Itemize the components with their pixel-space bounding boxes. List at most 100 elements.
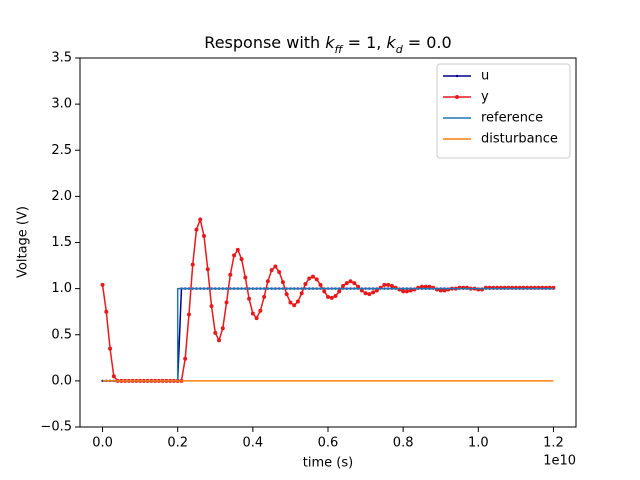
x-tick-label: 0.8	[393, 436, 414, 451]
data-point	[419, 284, 424, 289]
data-point	[303, 282, 308, 287]
x-tick-label: 0.0	[92, 436, 113, 451]
data-point	[262, 294, 267, 299]
data-point	[442, 288, 447, 293]
title-part: = 1,	[342, 33, 386, 52]
data-point	[367, 292, 372, 297]
y-tick-label: 0.0	[51, 373, 72, 388]
data-point	[273, 264, 278, 269]
title-part: ff	[335, 43, 344, 56]
data-point	[356, 284, 361, 289]
data-point	[239, 257, 244, 262]
data-point	[284, 292, 289, 297]
data-point	[108, 346, 113, 351]
legend-label: reference	[481, 111, 543, 126]
legend-marker	[455, 95, 459, 99]
data-point	[220, 326, 225, 331]
data-point	[265, 279, 270, 284]
data-point	[247, 296, 252, 301]
data-point	[254, 316, 259, 321]
data-point	[250, 311, 255, 316]
data-point	[100, 282, 105, 287]
data-point	[205, 267, 210, 272]
data-point	[423, 284, 428, 289]
data-point	[363, 291, 368, 296]
data-point	[104, 309, 109, 314]
data-point	[232, 253, 237, 258]
x-tick-label: 0.2	[167, 436, 188, 451]
data-point	[314, 277, 319, 282]
data-point	[288, 300, 293, 305]
y-axis-label: Voltage (V)	[16, 206, 31, 278]
data-point	[243, 275, 248, 280]
data-point	[352, 281, 357, 286]
data-point	[382, 282, 387, 287]
y-tick-label: 2.0	[51, 189, 72, 204]
data-point	[280, 280, 285, 285]
x-tick-label: 1.2	[543, 436, 564, 451]
data-point	[228, 272, 233, 277]
y-tick-label: 3.0	[51, 97, 72, 112]
legend-label: y	[481, 90, 489, 105]
data-point	[333, 294, 338, 299]
x-tick-label: 0.4	[243, 436, 264, 451]
title-part: Response with	[204, 33, 325, 52]
data-point	[310, 274, 315, 279]
plot-frame	[79, 57, 577, 428]
data-point	[344, 281, 349, 286]
y-tick-label: 3.5	[51, 51, 72, 66]
data-point	[371, 290, 376, 295]
title-part: k	[325, 33, 335, 52]
data-point	[348, 279, 353, 284]
legend-label: disturbance	[481, 132, 558, 147]
data-point	[295, 299, 300, 304]
data-point	[217, 338, 222, 343]
data-point	[209, 304, 214, 309]
legend-label: u	[481, 69, 489, 84]
x-tick-label: 0.6	[318, 436, 339, 451]
y-tick-label: 1.5	[51, 235, 72, 250]
data-point	[341, 283, 346, 288]
title-part: d	[396, 43, 404, 56]
data-point	[389, 283, 394, 288]
y-tick-label: 2.5	[51, 143, 72, 158]
title-part: = 0.0	[403, 33, 452, 52]
data-point	[404, 289, 409, 294]
data-point	[386, 282, 391, 287]
data-point	[190, 262, 195, 267]
data-point	[438, 288, 443, 293]
legend-marker	[455, 74, 459, 78]
data-point	[408, 288, 413, 293]
legend-box	[436, 63, 571, 159]
data-point	[235, 247, 240, 252]
data-point	[307, 276, 312, 281]
y-tick-label: 1.0	[51, 281, 72, 296]
data-point	[337, 289, 342, 294]
data-point	[318, 282, 323, 287]
data-point	[292, 303, 297, 308]
data-point	[194, 227, 199, 232]
data-point	[322, 289, 327, 294]
y-tick-label: 0.5	[51, 327, 72, 342]
y-tick-label: −0.5	[40, 420, 72, 435]
data-point	[258, 308, 263, 313]
data-point	[269, 268, 274, 273]
chart-title: Response with kff = 1, kd = 0.0	[204, 33, 451, 56]
data-point	[401, 289, 406, 294]
x-offset-label: 1e10	[543, 454, 576, 469]
data-point	[374, 288, 379, 293]
data-point	[111, 374, 116, 379]
data-point	[202, 234, 206, 239]
data-point	[277, 270, 282, 275]
data-point	[224, 300, 229, 305]
data-point	[186, 312, 191, 317]
title-part: k	[386, 33, 396, 52]
x-tick-label: 1.0	[468, 436, 489, 451]
data-point	[329, 295, 334, 300]
x-axis-label: time (s)	[303, 456, 353, 471]
data-point	[213, 330, 218, 335]
data-point	[183, 356, 188, 361]
data-point	[299, 291, 304, 296]
data-point	[326, 294, 330, 299]
